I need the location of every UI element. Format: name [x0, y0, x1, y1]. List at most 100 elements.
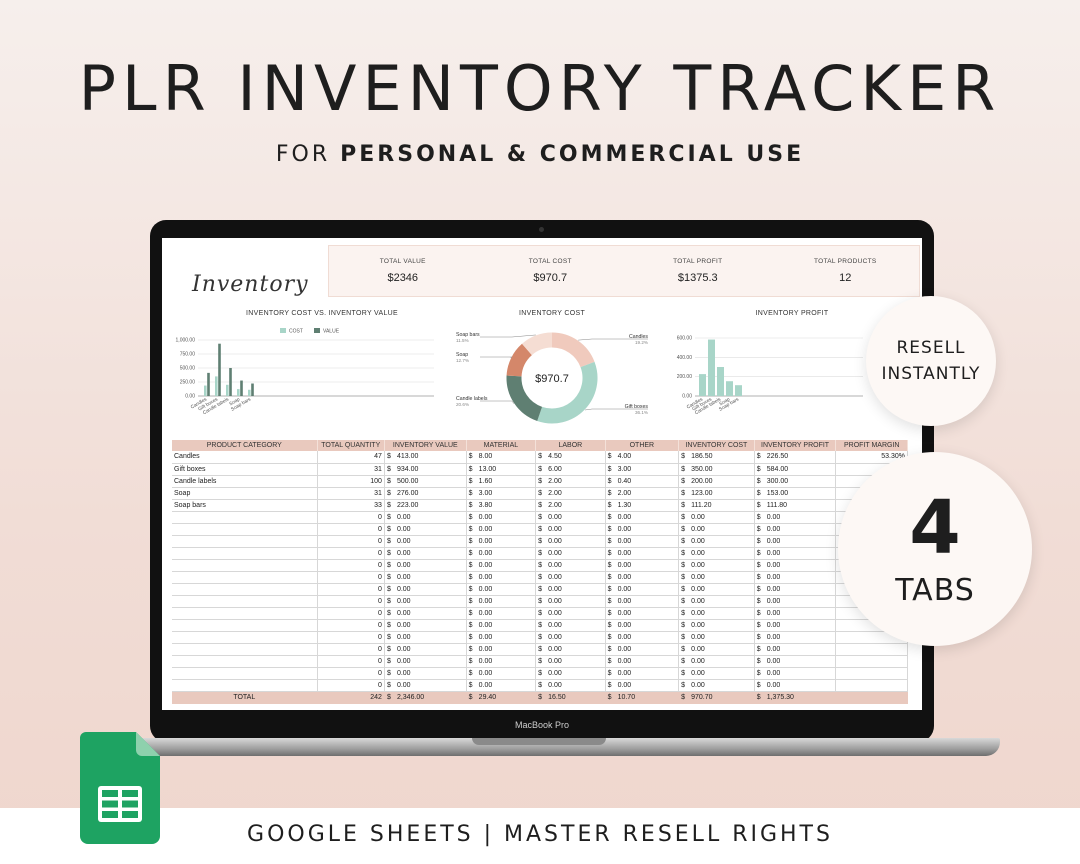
table-cell[interactable]: [172, 571, 318, 584]
column-header[interactable]: PROFIT MARGIN: [835, 440, 908, 451]
table-cell[interactable]: $0.00: [605, 631, 680, 644]
table-cell[interactable]: $29.40: [466, 691, 537, 704]
table-cell[interactable]: 31: [317, 463, 385, 476]
table-cell[interactable]: $0.00: [535, 571, 606, 584]
table-cell[interactable]: $350.00: [678, 463, 755, 476]
table-cell[interactable]: 242: [317, 691, 385, 704]
table-cell[interactable]: $0.00: [678, 667, 755, 680]
table-cell[interactable]: $0.00: [605, 619, 680, 632]
table-cell[interactable]: 0: [317, 571, 385, 584]
table-cell[interactable]: $0.00: [535, 619, 606, 632]
table-cell[interactable]: [172, 511, 318, 524]
table-cell[interactable]: TOTAL: [172, 691, 318, 704]
table-cell[interactable]: $0.00: [605, 595, 680, 608]
table-cell[interactable]: $0.00: [754, 655, 837, 668]
table-cell[interactable]: 0: [317, 667, 385, 680]
table-cell[interactable]: $0.00: [605, 535, 680, 548]
table-cell[interactable]: Soap bars: [172, 499, 318, 512]
table-cell[interactable]: $0.00: [754, 523, 837, 536]
table-cell[interactable]: $3.80: [466, 499, 537, 512]
table-cell[interactable]: $0.00: [384, 607, 467, 620]
table-cell[interactable]: $500.00: [384, 475, 467, 488]
table-cell[interactable]: $0.00: [678, 607, 755, 620]
table-cell[interactable]: $0.00: [678, 655, 755, 668]
table-cell[interactable]: $0.00: [754, 667, 837, 680]
table-cell[interactable]: 0: [317, 643, 385, 656]
table-cell[interactable]: $123.00: [678, 487, 755, 500]
table-cell[interactable]: $0.00: [384, 679, 467, 692]
table-cell[interactable]: $226.50: [754, 451, 837, 464]
table-cell[interactable]: $0.00: [678, 631, 755, 644]
table-cell[interactable]: $16.50: [535, 691, 606, 704]
table-cell[interactable]: $0.00: [384, 523, 467, 536]
table-cell[interactable]: Candles: [172, 451, 318, 464]
table-cell[interactable]: [835, 643, 908, 656]
table-cell[interactable]: $0.00: [605, 547, 680, 560]
table-cell[interactable]: $2.00: [535, 475, 606, 488]
table-cell[interactable]: 31: [317, 487, 385, 500]
column-header[interactable]: TOTAL QUANTITY: [317, 440, 385, 451]
table-cell[interactable]: $0.00: [605, 583, 680, 596]
table-cell[interactable]: 0: [317, 547, 385, 560]
table-cell[interactable]: $0.00: [466, 631, 537, 644]
table-cell[interactable]: $0.00: [535, 595, 606, 608]
table-cell[interactable]: $0.00: [466, 607, 537, 620]
table-cell[interactable]: $0.00: [384, 619, 467, 632]
table-cell[interactable]: $276.00: [384, 487, 467, 500]
table-cell[interactable]: $0.00: [466, 655, 537, 668]
table-cell[interactable]: $0.00: [678, 595, 755, 608]
table-cell[interactable]: $0.00: [535, 535, 606, 548]
table-cell[interactable]: $0.00: [384, 667, 467, 680]
table-cell[interactable]: $1.30: [605, 499, 680, 512]
table-cell[interactable]: $413.00: [384, 451, 467, 464]
table-cell[interactable]: $13.00: [466, 463, 537, 476]
table-cell[interactable]: 0: [317, 631, 385, 644]
table-cell[interactable]: Soap: [172, 487, 318, 500]
table-cell[interactable]: $0.00: [535, 559, 606, 572]
table-cell[interactable]: $0.00: [384, 559, 467, 572]
table-cell[interactable]: $0.00: [535, 631, 606, 644]
table-cell[interactable]: $584.00: [754, 463, 837, 476]
column-header[interactable]: MATERIAL: [466, 440, 537, 451]
table-cell[interactable]: [172, 559, 318, 572]
table-cell[interactable]: $0.00: [754, 631, 837, 644]
table-cell[interactable]: [172, 655, 318, 668]
table-cell[interactable]: $0.00: [678, 571, 755, 584]
table-cell[interactable]: [835, 667, 908, 680]
table-cell[interactable]: 0: [317, 607, 385, 620]
table-cell[interactable]: $0.00: [678, 679, 755, 692]
column-header[interactable]: LABOR: [535, 440, 606, 451]
table-cell[interactable]: $970.70: [678, 691, 755, 704]
table-cell[interactable]: $0.00: [754, 619, 837, 632]
table-cell[interactable]: 0: [317, 619, 385, 632]
table-cell[interactable]: $0.00: [678, 535, 755, 548]
table-cell[interactable]: 0: [317, 679, 385, 692]
table-cell[interactable]: 0: [317, 523, 385, 536]
table-cell[interactable]: $0.00: [384, 511, 467, 524]
table-cell[interactable]: $0.00: [466, 643, 537, 656]
table-cell[interactable]: $0.00: [678, 643, 755, 656]
table-cell[interactable]: $0.00: [754, 607, 837, 620]
table-cell[interactable]: $0.00: [384, 583, 467, 596]
column-header[interactable]: PRODUCT CATEGORY: [172, 440, 318, 451]
table-cell[interactable]: $200.00: [678, 475, 755, 488]
table-cell[interactable]: $0.00: [466, 679, 537, 692]
table-cell[interactable]: $0.00: [754, 679, 837, 692]
table-cell[interactable]: $0.00: [466, 571, 537, 584]
table-cell[interactable]: $153.00: [754, 487, 837, 500]
table-cell[interactable]: $223.00: [384, 499, 467, 512]
table-cell[interactable]: [172, 523, 318, 536]
table-cell[interactable]: 0: [317, 583, 385, 596]
table-cell[interactable]: [172, 547, 318, 560]
table-cell[interactable]: $0.00: [678, 583, 755, 596]
table-cell[interactable]: $0.00: [605, 607, 680, 620]
table-cell[interactable]: $3.00: [605, 463, 680, 476]
table-cell[interactable]: [172, 595, 318, 608]
table-cell[interactable]: $0.00: [466, 559, 537, 572]
table-cell[interactable]: $111.80: [754, 499, 837, 512]
table-cell[interactable]: 33: [317, 499, 385, 512]
table-cell[interactable]: [172, 679, 318, 692]
table-cell[interactable]: $2,346.00: [384, 691, 467, 704]
table-cell[interactable]: Candle labels: [172, 475, 318, 488]
table-cell[interactable]: [172, 631, 318, 644]
